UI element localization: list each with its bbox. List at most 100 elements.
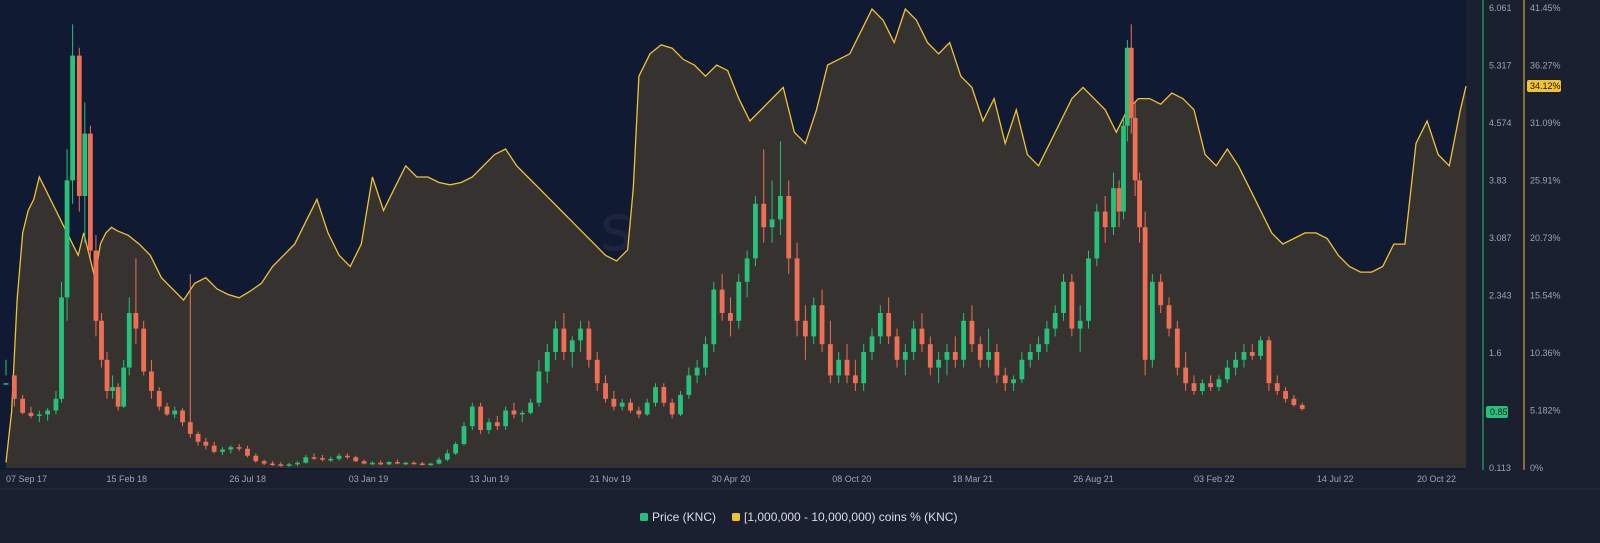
candle-body bbox=[653, 387, 658, 403]
candle-body bbox=[719, 289, 725, 313]
price-candle bbox=[827, 320, 833, 384]
price-axis-tick: 6.061 bbox=[1489, 3, 1512, 13]
holders-area bbox=[6, 9, 1466, 468]
candle-body bbox=[180, 410, 185, 423]
price-candle bbox=[28, 406, 34, 419]
candle-body bbox=[20, 398, 26, 413]
x-axis-tick: 03 Feb 22 bbox=[1194, 474, 1235, 484]
x-axis-tick: 14 Jul 22 bbox=[1317, 474, 1354, 484]
candle-body bbox=[936, 359, 942, 368]
candle-body bbox=[419, 463, 425, 466]
price-candle bbox=[1266, 336, 1272, 392]
candle-body bbox=[761, 203, 767, 228]
price-candle bbox=[286, 462, 292, 467]
candle-body bbox=[386, 461, 392, 465]
candle-body bbox=[1299, 405, 1305, 409]
candle-body bbox=[644, 402, 650, 415]
price-candle bbox=[345, 453, 350, 459]
candle-body bbox=[328, 458, 334, 461]
candle-body bbox=[794, 258, 800, 321]
price-candle bbox=[703, 336, 708, 376]
holders-axis-tick: 10.36% bbox=[1530, 348, 1561, 358]
price-series bbox=[3, 24, 1305, 467]
price-candle bbox=[303, 454, 309, 464]
x-axis-tick: 13 Jun 19 bbox=[470, 474, 510, 484]
price-candle bbox=[569, 336, 575, 368]
legend-label-holders: [1,000,000 - 10,000,000) coins % (KNC) bbox=[744, 510, 957, 524]
candle-body bbox=[436, 459, 442, 464]
candle-body bbox=[270, 463, 275, 466]
price-candle bbox=[1166, 297, 1172, 337]
price-candle bbox=[778, 141, 783, 235]
price-candle bbox=[761, 149, 767, 243]
price-candle bbox=[678, 391, 683, 416]
candle-body bbox=[1241, 352, 1247, 360]
price-current-badge: 0.85 bbox=[1486, 406, 1508, 418]
candle-body bbox=[203, 441, 209, 446]
candle-body bbox=[336, 455, 342, 459]
candle-body bbox=[64, 180, 70, 298]
legend-item-price[interactable]: Price (KNC) bbox=[640, 510, 716, 524]
candle-body bbox=[861, 352, 867, 384]
price-candle bbox=[653, 383, 658, 407]
candle-body bbox=[76, 55, 82, 196]
price-candle bbox=[110, 375, 115, 399]
candle-body bbox=[486, 422, 492, 431]
candle-body bbox=[1266, 340, 1272, 384]
candle-body bbox=[303, 457, 309, 463]
holders-axis-tick: 31.09% bbox=[1530, 118, 1561, 128]
candle-body bbox=[669, 402, 675, 415]
candle-body bbox=[220, 449, 225, 452]
price-candle bbox=[919, 312, 925, 352]
price-candle bbox=[753, 195, 758, 267]
price-candle bbox=[969, 305, 975, 352]
price-candle bbox=[3, 359, 9, 385]
candle-body bbox=[952, 352, 958, 360]
price-candle bbox=[1128, 24, 1134, 134]
price-candle bbox=[104, 352, 110, 399]
price-candle bbox=[328, 456, 334, 462]
price-candle bbox=[628, 398, 633, 413]
price-candle bbox=[195, 431, 201, 446]
price-candle bbox=[553, 320, 558, 360]
price-candle bbox=[403, 461, 409, 466]
price-candle bbox=[486, 418, 492, 434]
legend-label-price: Price (KNC) bbox=[652, 510, 716, 524]
candle-body bbox=[561, 328, 567, 352]
price-candle bbox=[1283, 387, 1288, 403]
legend-swatch-price bbox=[640, 513, 648, 521]
price-candle bbox=[977, 336, 983, 368]
candle-body bbox=[411, 462, 417, 465]
price-candle bbox=[644, 398, 650, 416]
candle-body bbox=[1124, 47, 1130, 126]
price-candle bbox=[836, 352, 842, 384]
price-candle bbox=[1249, 344, 1255, 360]
legend-item-holders[interactable]: [1,000,000 - 10,000,000) coins % (KNC) bbox=[732, 510, 957, 524]
candle-body bbox=[87, 133, 93, 251]
candle-body bbox=[1283, 391, 1288, 399]
candle-body bbox=[894, 336, 900, 360]
price-candle bbox=[141, 320, 147, 376]
candle-body bbox=[115, 387, 121, 407]
candle-body bbox=[902, 352, 908, 360]
price-candle bbox=[1191, 375, 1197, 395]
candle-body bbox=[211, 445, 217, 452]
candle-body bbox=[149, 371, 154, 392]
candle-body bbox=[519, 412, 525, 415]
price-candle bbox=[861, 344, 867, 392]
price-axis-tick: 2.343 bbox=[1489, 291, 1512, 301]
price-candle bbox=[53, 391, 59, 415]
candle-body bbox=[744, 258, 750, 282]
candle-body bbox=[461, 426, 467, 445]
candle-body bbox=[28, 412, 34, 416]
candle-body bbox=[553, 328, 558, 352]
price-candle bbox=[149, 359, 154, 399]
price-candle bbox=[669, 398, 675, 419]
candle-body bbox=[278, 464, 284, 466]
candle-body bbox=[1102, 211, 1108, 228]
price-candle bbox=[99, 312, 104, 368]
price-candle bbox=[661, 383, 667, 407]
price-candle bbox=[245, 445, 250, 458]
price-candle bbox=[378, 460, 384, 466]
candle-body bbox=[911, 328, 917, 352]
